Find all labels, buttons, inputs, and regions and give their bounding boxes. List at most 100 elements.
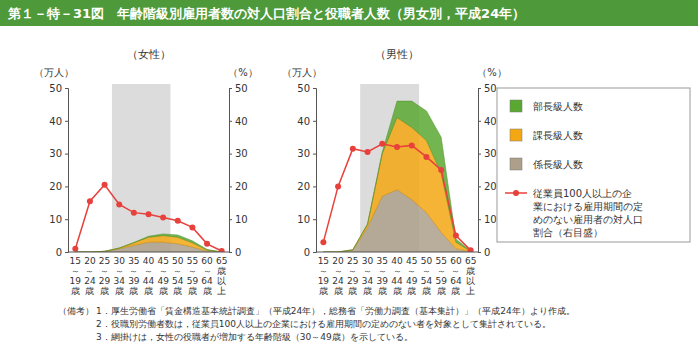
tick-mark	[229, 186, 232, 187]
tick-label: 65歳以上	[216, 256, 227, 296]
line	[75, 185, 221, 251]
tick-label: 55～59歳	[435, 256, 447, 296]
subtitle: （男性）	[375, 48, 419, 61]
title: 第１－特－31図 年齢階級別雇用者数の対人口割合と役職者人数（男女別，平成24年…	[7, 6, 525, 21]
tick: 10	[229, 214, 248, 225]
tick: 20	[478, 181, 497, 192]
marker	[175, 218, 181, 224]
axis-line	[479, 89, 482, 253]
tick: 40	[49, 116, 68, 127]
tick: 30	[229, 148, 248, 159]
tick-mark	[229, 219, 232, 220]
tick-label: 20	[484, 181, 497, 192]
tick-label: 20～24歳	[332, 256, 344, 296]
tick: 50	[49, 83, 68, 94]
tick-label: 10	[235, 214, 248, 225]
y-axis: 0 10 20 30 40 50	[297, 83, 316, 258]
tick-mark	[478, 88, 481, 89]
marker	[468, 247, 474, 252]
tick-label: 20	[49, 181, 62, 192]
axis-title: （万人）	[282, 67, 322, 78]
tick-mark	[478, 252, 481, 253]
tick-label: 60～64歳	[201, 256, 213, 296]
tick-mark	[229, 121, 232, 122]
tick-label: 20	[235, 181, 248, 192]
panel: 010203040500102030405015～19歳20～24歳25～29歳…	[34, 48, 258, 296]
tick-label: 30	[297, 148, 310, 159]
tick-label: 35～39歳	[377, 256, 389, 296]
tick-mark	[65, 88, 68, 89]
tick-mark	[313, 88, 316, 89]
tick-label: 50～54歳	[172, 256, 184, 296]
tick-mark	[478, 121, 481, 122]
tick-label: 10	[49, 214, 62, 225]
subtitle: （女性）	[127, 48, 171, 61]
tick-mark	[313, 252, 316, 253]
tick-mark	[313, 219, 316, 220]
tick-label: 40～44歳	[391, 256, 403, 296]
tick: 50	[297, 83, 316, 94]
tick: 30	[297, 148, 316, 159]
tick-label: 20～24歳	[84, 256, 96, 296]
tick-label: 15～19歳	[318, 256, 330, 296]
tick: 20	[49, 181, 68, 192]
tick: 40	[297, 116, 316, 127]
tick-label: 0	[304, 247, 310, 258]
tick-mark	[478, 154, 481, 155]
marker	[219, 248, 225, 252]
shaded-band	[112, 84, 171, 252]
tick-mark	[229, 88, 232, 89]
tick: 0	[304, 247, 316, 258]
marker	[409, 142, 415, 148]
tick-label: 40	[484, 116, 497, 127]
tick: 40	[478, 116, 497, 127]
tick: 20	[229, 181, 248, 192]
tick-label: 50	[235, 83, 248, 94]
panel: 010203040500102030405015～19歳20～24歳25～29歳…	[282, 48, 507, 296]
tick-label: 40	[49, 116, 62, 127]
marker	[131, 210, 137, 216]
marker	[87, 198, 93, 204]
marker	[320, 239, 326, 245]
tick-mark	[313, 186, 316, 187]
marker	[146, 211, 152, 217]
plot-area	[320, 84, 473, 252]
tick-label: 30～34歳	[362, 256, 374, 296]
tick-label: 10	[297, 214, 310, 225]
tick-mark	[478, 186, 481, 187]
note: 2．役職別労働者数は，従業員100人以上の企業における雇用期間の定めのない者を対…	[96, 319, 551, 329]
tick-mark	[229, 154, 232, 155]
tick-label: 25～29歳	[99, 256, 111, 296]
tick-label: 0	[484, 247, 490, 258]
area	[75, 236, 221, 252]
tick-label: 15～19歳	[70, 256, 82, 296]
area	[323, 101, 470, 252]
tick: 0	[229, 247, 241, 258]
tick-label: 50	[49, 83, 62, 94]
legend-label: 部長級人数	[533, 101, 583, 112]
axis-line	[313, 89, 317, 253]
tick-mark	[65, 252, 68, 253]
tick: 50	[478, 83, 497, 94]
axis-title: （万人）	[34, 67, 74, 78]
tick-label: 50	[297, 83, 310, 94]
tick-label: 30	[235, 148, 248, 159]
marker	[423, 154, 429, 160]
legend: 部長級人数課長級人数係長級人数従業員100人以上の企業における雇用期間の定めのな…	[497, 88, 690, 242]
tick: 10	[478, 214, 497, 225]
y-axis: 0 10 20 30 40 50	[49, 83, 68, 258]
tick-mark	[313, 121, 316, 122]
tick: 0	[56, 247, 68, 258]
tick-label: 30～34歳	[114, 256, 126, 296]
tick-label: 45～49歳	[157, 256, 169, 296]
note: 3．網掛けは，女性の役職者が増加する年齢階級（30～49歳）を示している。	[96, 332, 413, 342]
marker	[335, 183, 341, 189]
tick: 20	[297, 181, 316, 192]
x-axis-line	[68, 252, 229, 253]
marker	[365, 149, 371, 155]
axis-line	[65, 89, 69, 253]
tick-mark	[478, 219, 481, 220]
x-axis: 15～19歳20～24歳25～29歳30～34歳35～39歳40～44歳45～4…	[318, 256, 477, 296]
marker	[453, 233, 459, 239]
tick: 30	[49, 148, 68, 159]
